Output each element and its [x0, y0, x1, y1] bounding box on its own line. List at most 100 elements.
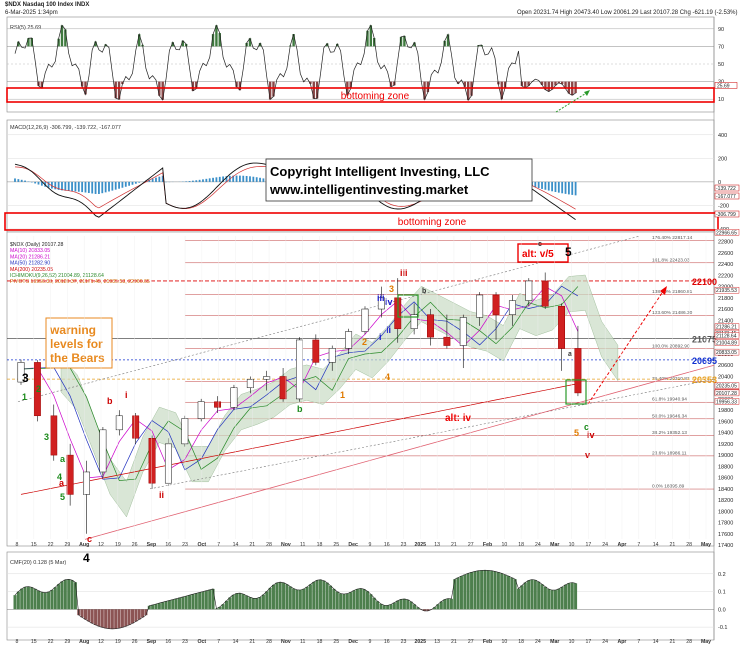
macd-histogram-bar — [557, 181, 560, 193]
fib-level-label: 50.0% 19646.34 — [652, 413, 687, 419]
macd-histogram-bar — [104, 181, 107, 193]
macd-histogram-bar — [232, 175, 235, 182]
price-value-tag — [714, 382, 740, 389]
x-axis-label: 28 — [686, 542, 692, 548]
macd-histogram-bar — [64, 181, 67, 191]
macd-histogram-bar — [37, 181, 40, 185]
candle-body — [312, 339, 320, 363]
symbol-title: $NDX Nasdaq 100 Index INDX — [5, 2, 90, 8]
projection-arrowhead — [660, 286, 667, 295]
x-axis-label: 26 — [132, 542, 138, 548]
x-axis-label: 27 — [468, 639, 474, 645]
x-axis-label: 21 — [669, 542, 675, 548]
wave-label: 3 — [22, 371, 29, 385]
x-axis-label: 21 — [249, 542, 255, 548]
wave-label: i — [125, 390, 128, 400]
fib-level-label: 61.8% 19940.94 — [652, 397, 687, 403]
candle-body — [197, 401, 205, 419]
candle-body — [410, 314, 418, 329]
x-axis-label: 10 — [569, 542, 575, 548]
wave-label: a — [59, 478, 65, 488]
wave-label: iv — [385, 297, 393, 307]
wave-label: i — [379, 332, 382, 342]
fib-level-label: 161.8% 22423.03 — [652, 257, 690, 263]
x-axis-label: 21 — [669, 639, 675, 645]
price-value-tag — [714, 286, 740, 294]
x-axis-label: 18 — [518, 639, 524, 645]
rsi-zone-label: bottoming zone — [341, 91, 410, 102]
candle-body — [459, 317, 467, 346]
macd-histogram-bar — [212, 177, 214, 182]
x-axis-label: 23 — [401, 639, 407, 645]
x-axis-label: 19 — [115, 639, 121, 645]
price-legend-item: MA(200) 20235.05 — [10, 267, 53, 273]
price-value-tag-text: 21935.53 — [716, 288, 737, 294]
macd-bottoming-zone-box — [4, 212, 719, 231]
macd-histogram-bar — [158, 176, 161, 182]
price-value-tag — [714, 332, 740, 339]
price-value-tag — [714, 398, 740, 405]
price-value-tag — [714, 389, 740, 397]
wave-label: 2 — [362, 337, 367, 347]
macd-histogram-bar — [534, 181, 537, 188]
wave-label: b — [107, 396, 113, 406]
cmf-legend: CMF(20) 0.128 (5 Mar) — [10, 560, 66, 566]
fib-level-label: 100.0% 20892.90 — [652, 343, 690, 349]
x-axis-label: 15 — [31, 639, 37, 645]
warning-text-line: the Bears — [50, 351, 105, 365]
x-axis-label: 11 — [300, 639, 305, 645]
x-axis-label: Sep — [147, 542, 157, 548]
wave-label: 1 — [22, 392, 27, 402]
macd-histogram-bar — [551, 181, 554, 192]
fib-level-label: 23.6% 18986.11 — [652, 450, 687, 456]
wave-label: iii — [377, 293, 385, 303]
x-axis-label: Dec — [348, 542, 358, 548]
x-axis-label: 26 — [132, 639, 138, 645]
macd-histogram-bar — [205, 178, 208, 182]
price-value-tag-text: 20107.28 — [716, 391, 737, 397]
key-level-label: 22100 — [692, 277, 717, 287]
price-y-tick: 18800 — [718, 464, 733, 470]
price-y-tick: 21400 — [718, 318, 733, 324]
macd-histogram-bar — [51, 181, 53, 189]
x-axis-label: 10 — [501, 639, 507, 645]
x-axis-label: 14 — [233, 542, 239, 548]
macd-histogram-bar — [192, 180, 194, 182]
x-axis-label: Aug — [79, 639, 89, 645]
macd-tick: 200 — [718, 156, 727, 162]
candle-body — [148, 438, 156, 484]
x-axis-label: 8 — [16, 639, 19, 645]
wave-label: iv — [587, 430, 595, 440]
x-axis-label: 17 — [585, 542, 591, 548]
price-y-tick: 19400 — [718, 431, 733, 437]
green-box-top — [397, 294, 419, 318]
price-value-tag — [714, 323, 740, 330]
x-axis-label: 8 — [16, 542, 19, 548]
macd-histogram-bar — [77, 181, 80, 192]
candle-body — [443, 336, 451, 346]
wave-label: 5 — [565, 245, 572, 259]
rsi-tick: 70 — [718, 44, 724, 50]
macd-histogram-bar — [235, 175, 238, 182]
macd-histogram-bar — [564, 181, 567, 194]
macd-histogram-bar — [198, 179, 201, 182]
macd-histogram-bar — [121, 181, 124, 188]
macd-histogram-bar — [255, 177, 258, 182]
x-axis-label: Aug — [79, 542, 89, 548]
macd-histogram-bar — [134, 181, 137, 184]
price-y-tick: 22800 — [718, 240, 733, 246]
price-value-tag-text: 20235.05 — [716, 384, 737, 390]
price-y-tick: 18600 — [718, 476, 733, 482]
alt-top-box — [517, 243, 569, 263]
price-y-tick: 22400 — [718, 262, 733, 268]
macd-value-tag-text: -139.722 — [716, 186, 736, 192]
macd-histogram-bar — [148, 179, 151, 182]
x-axis-label: Mar — [550, 542, 559, 548]
macd-value-tag-text: -167.077 — [716, 194, 736, 200]
x-axis-label: 12 — [98, 639, 104, 645]
datetime-label: 6-Mar-2025 1:34pm — [5, 10, 58, 16]
rsi-value-tag-text: 25.69 — [717, 83, 730, 89]
price-legend-item: $NDX (Daily) 20107.28 — [10, 242, 63, 248]
x-axis-label: 10 — [501, 542, 507, 548]
